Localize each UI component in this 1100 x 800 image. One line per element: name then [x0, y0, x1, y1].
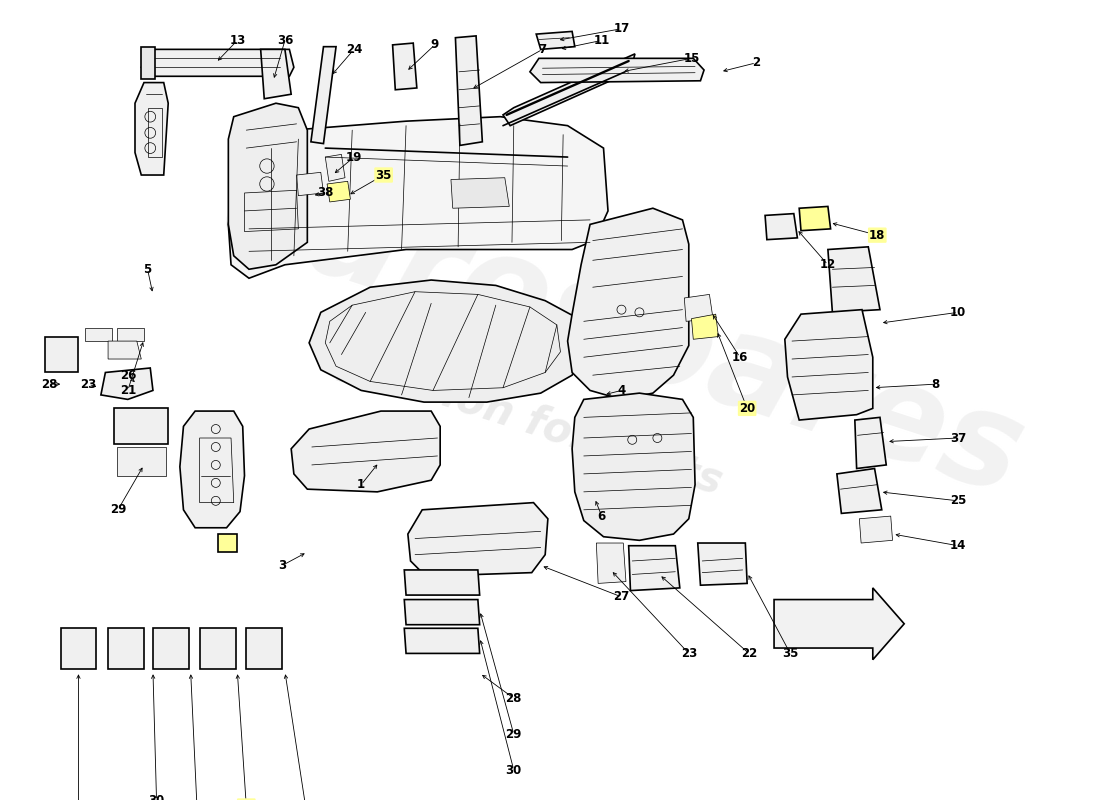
Text: passion for parts: passion for parts: [336, 340, 728, 503]
Polygon shape: [45, 337, 78, 373]
Text: 1: 1: [358, 478, 365, 491]
Text: 29: 29: [110, 503, 126, 516]
Polygon shape: [684, 294, 713, 322]
Text: 23: 23: [681, 647, 697, 660]
Text: 22: 22: [740, 647, 757, 660]
Text: 11: 11: [594, 34, 609, 47]
Polygon shape: [408, 502, 548, 576]
Polygon shape: [596, 543, 626, 583]
Polygon shape: [326, 154, 345, 182]
Text: 38: 38: [317, 186, 333, 199]
Polygon shape: [393, 43, 417, 90]
Polygon shape: [837, 469, 882, 514]
Text: 36: 36: [277, 34, 293, 47]
Text: 20: 20: [739, 402, 756, 415]
Polygon shape: [261, 50, 292, 98]
Polygon shape: [85, 328, 112, 341]
Text: 5: 5: [143, 262, 152, 276]
Polygon shape: [199, 628, 235, 669]
Polygon shape: [784, 310, 872, 420]
Polygon shape: [503, 54, 635, 126]
Text: eurospares: eurospares: [205, 142, 1038, 522]
Polygon shape: [855, 418, 887, 469]
Polygon shape: [60, 628, 97, 669]
Text: 6: 6: [597, 510, 606, 522]
Text: 12: 12: [820, 258, 836, 271]
Polygon shape: [692, 314, 718, 339]
Text: 23: 23: [80, 378, 97, 390]
Text: 13: 13: [229, 34, 245, 47]
Text: 28: 28: [506, 692, 522, 705]
Polygon shape: [229, 103, 307, 270]
Polygon shape: [405, 599, 480, 625]
Polygon shape: [114, 408, 168, 444]
Polygon shape: [629, 546, 680, 590]
Text: 10: 10: [950, 306, 966, 319]
Polygon shape: [405, 628, 480, 654]
Polygon shape: [697, 543, 747, 586]
Text: 9: 9: [431, 38, 439, 51]
Polygon shape: [141, 46, 155, 79]
Polygon shape: [117, 328, 144, 341]
Text: 7: 7: [538, 43, 547, 56]
Polygon shape: [800, 206, 830, 230]
Polygon shape: [108, 628, 144, 669]
Text: 35: 35: [375, 169, 392, 182]
Polygon shape: [859, 516, 892, 543]
Polygon shape: [101, 368, 153, 399]
Text: 3: 3: [278, 559, 286, 572]
Polygon shape: [218, 534, 238, 552]
Polygon shape: [117, 447, 165, 476]
Polygon shape: [311, 46, 337, 144]
Polygon shape: [180, 411, 244, 528]
Text: 27: 27: [614, 590, 629, 603]
Text: 18: 18: [869, 229, 886, 242]
Polygon shape: [572, 393, 695, 540]
Polygon shape: [536, 31, 575, 50]
Text: 16: 16: [732, 350, 748, 364]
Text: 19: 19: [345, 150, 362, 163]
Polygon shape: [405, 570, 480, 595]
Polygon shape: [141, 50, 294, 76]
Polygon shape: [568, 208, 689, 399]
Text: 37: 37: [950, 431, 966, 445]
Polygon shape: [246, 628, 283, 669]
Text: 4: 4: [617, 384, 626, 397]
Polygon shape: [309, 280, 584, 402]
Text: 30: 30: [506, 763, 521, 777]
Text: 24: 24: [345, 43, 362, 56]
Text: 26: 26: [120, 369, 136, 382]
Text: 35: 35: [782, 647, 799, 660]
Text: 17: 17: [614, 22, 629, 35]
Polygon shape: [297, 172, 323, 196]
Polygon shape: [828, 247, 880, 312]
Polygon shape: [229, 117, 608, 278]
Text: 8: 8: [932, 378, 939, 390]
Polygon shape: [153, 628, 189, 669]
Polygon shape: [327, 182, 351, 202]
Text: 15: 15: [683, 52, 700, 65]
Text: 14: 14: [950, 539, 966, 552]
Polygon shape: [292, 411, 440, 492]
Polygon shape: [455, 36, 483, 146]
Polygon shape: [135, 82, 168, 175]
Text: 21: 21: [120, 384, 136, 397]
Polygon shape: [108, 341, 141, 359]
Text: 29: 29: [506, 728, 522, 741]
Polygon shape: [451, 178, 509, 208]
Text: 28: 28: [41, 378, 57, 390]
Polygon shape: [766, 214, 797, 240]
Text: 2: 2: [752, 56, 760, 70]
Text: 25: 25: [950, 494, 966, 507]
Polygon shape: [530, 58, 704, 82]
Text: 30: 30: [148, 794, 165, 800]
Polygon shape: [774, 588, 904, 660]
